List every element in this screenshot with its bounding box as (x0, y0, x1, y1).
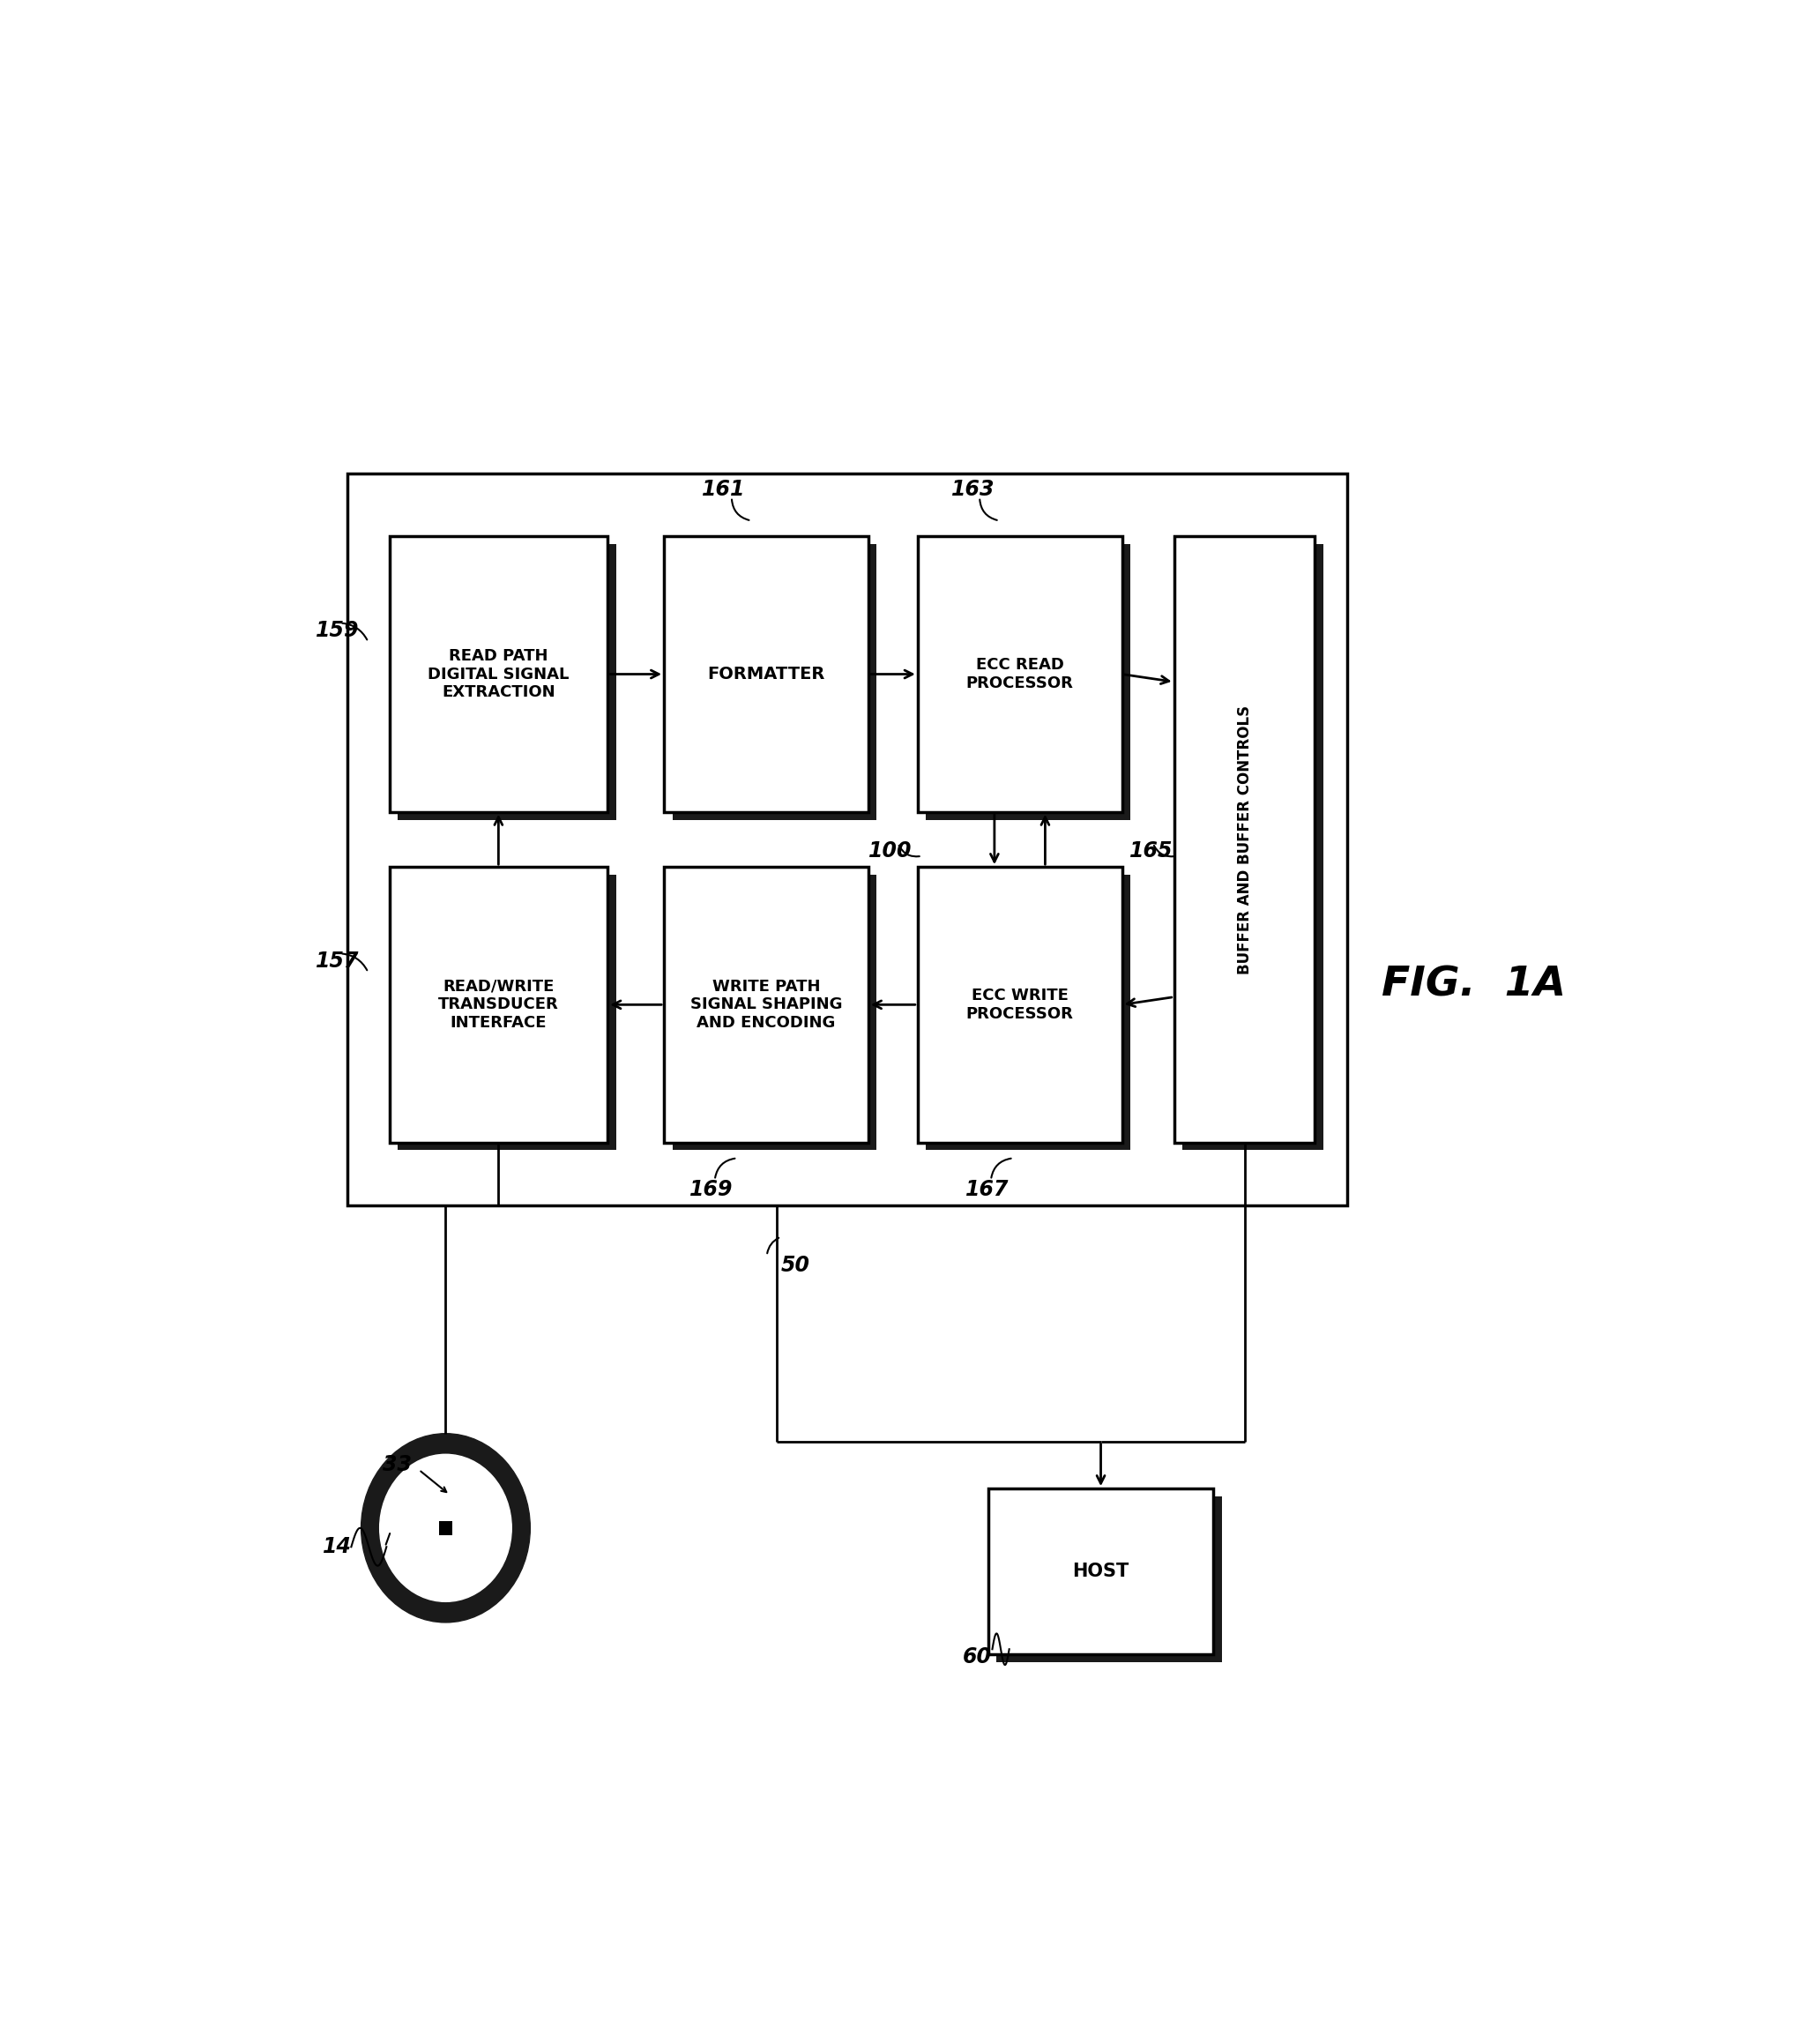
Bar (989, 1488, 1214, 1654)
Bar (1174, 536, 1314, 1143)
Text: 157: 157 (316, 950, 360, 973)
Text: 100: 100 (869, 840, 913, 863)
Bar (918, 867, 1122, 1143)
Bar (440, 1521, 453, 1535)
Text: 163: 163 (951, 478, 994, 501)
Bar (673, 875, 876, 1151)
Text: 161: 161 (702, 478, 745, 501)
Circle shape (362, 1433, 531, 1623)
Bar (925, 875, 1131, 1151)
Text: 50: 50 (782, 1255, 811, 1275)
Bar (996, 1496, 1222, 1662)
Text: 167: 167 (965, 1179, 1009, 1200)
Bar (398, 544, 616, 820)
Text: FIG.  1A: FIG. 1A (1382, 965, 1567, 1006)
Text: 60: 60 (964, 1647, 993, 1668)
Text: 169: 169 (689, 1179, 733, 1200)
Text: WRITE PATH
SIGNAL SHAPING
AND ENCODING: WRITE PATH SIGNAL SHAPING AND ENCODING (691, 979, 842, 1030)
Text: READ/WRITE
TRANSDUCER
INTERFACE: READ/WRITE TRANSDUCER INTERFACE (438, 979, 558, 1030)
Text: 33: 33 (382, 1455, 411, 1476)
Bar (664, 867, 869, 1143)
Bar (389, 536, 607, 811)
Bar (673, 544, 876, 820)
Text: ECC READ
PROCESSOR: ECC READ PROCESSOR (965, 656, 1073, 691)
Bar (398, 875, 616, 1151)
Text: BUFFER AND BUFFER CONTROLS: BUFFER AND BUFFER CONTROLS (1236, 705, 1253, 973)
Text: HOST: HOST (1073, 1562, 1129, 1580)
Text: 14: 14 (324, 1537, 353, 1558)
Circle shape (380, 1455, 511, 1602)
Bar (347, 474, 1347, 1206)
Text: READ PATH
DIGITAL SIGNAL
EXTRACTION: READ PATH DIGITAL SIGNAL EXTRACTION (427, 648, 569, 701)
Text: FORMATTER: FORMATTER (707, 666, 825, 683)
Bar (918, 536, 1122, 811)
Text: 159: 159 (316, 619, 360, 642)
Text: ECC WRITE
PROCESSOR: ECC WRITE PROCESSOR (965, 987, 1073, 1022)
Bar (664, 536, 869, 811)
Bar (1182, 544, 1324, 1151)
Bar (389, 867, 607, 1143)
Bar (925, 544, 1131, 820)
Text: 165: 165 (1129, 840, 1173, 863)
